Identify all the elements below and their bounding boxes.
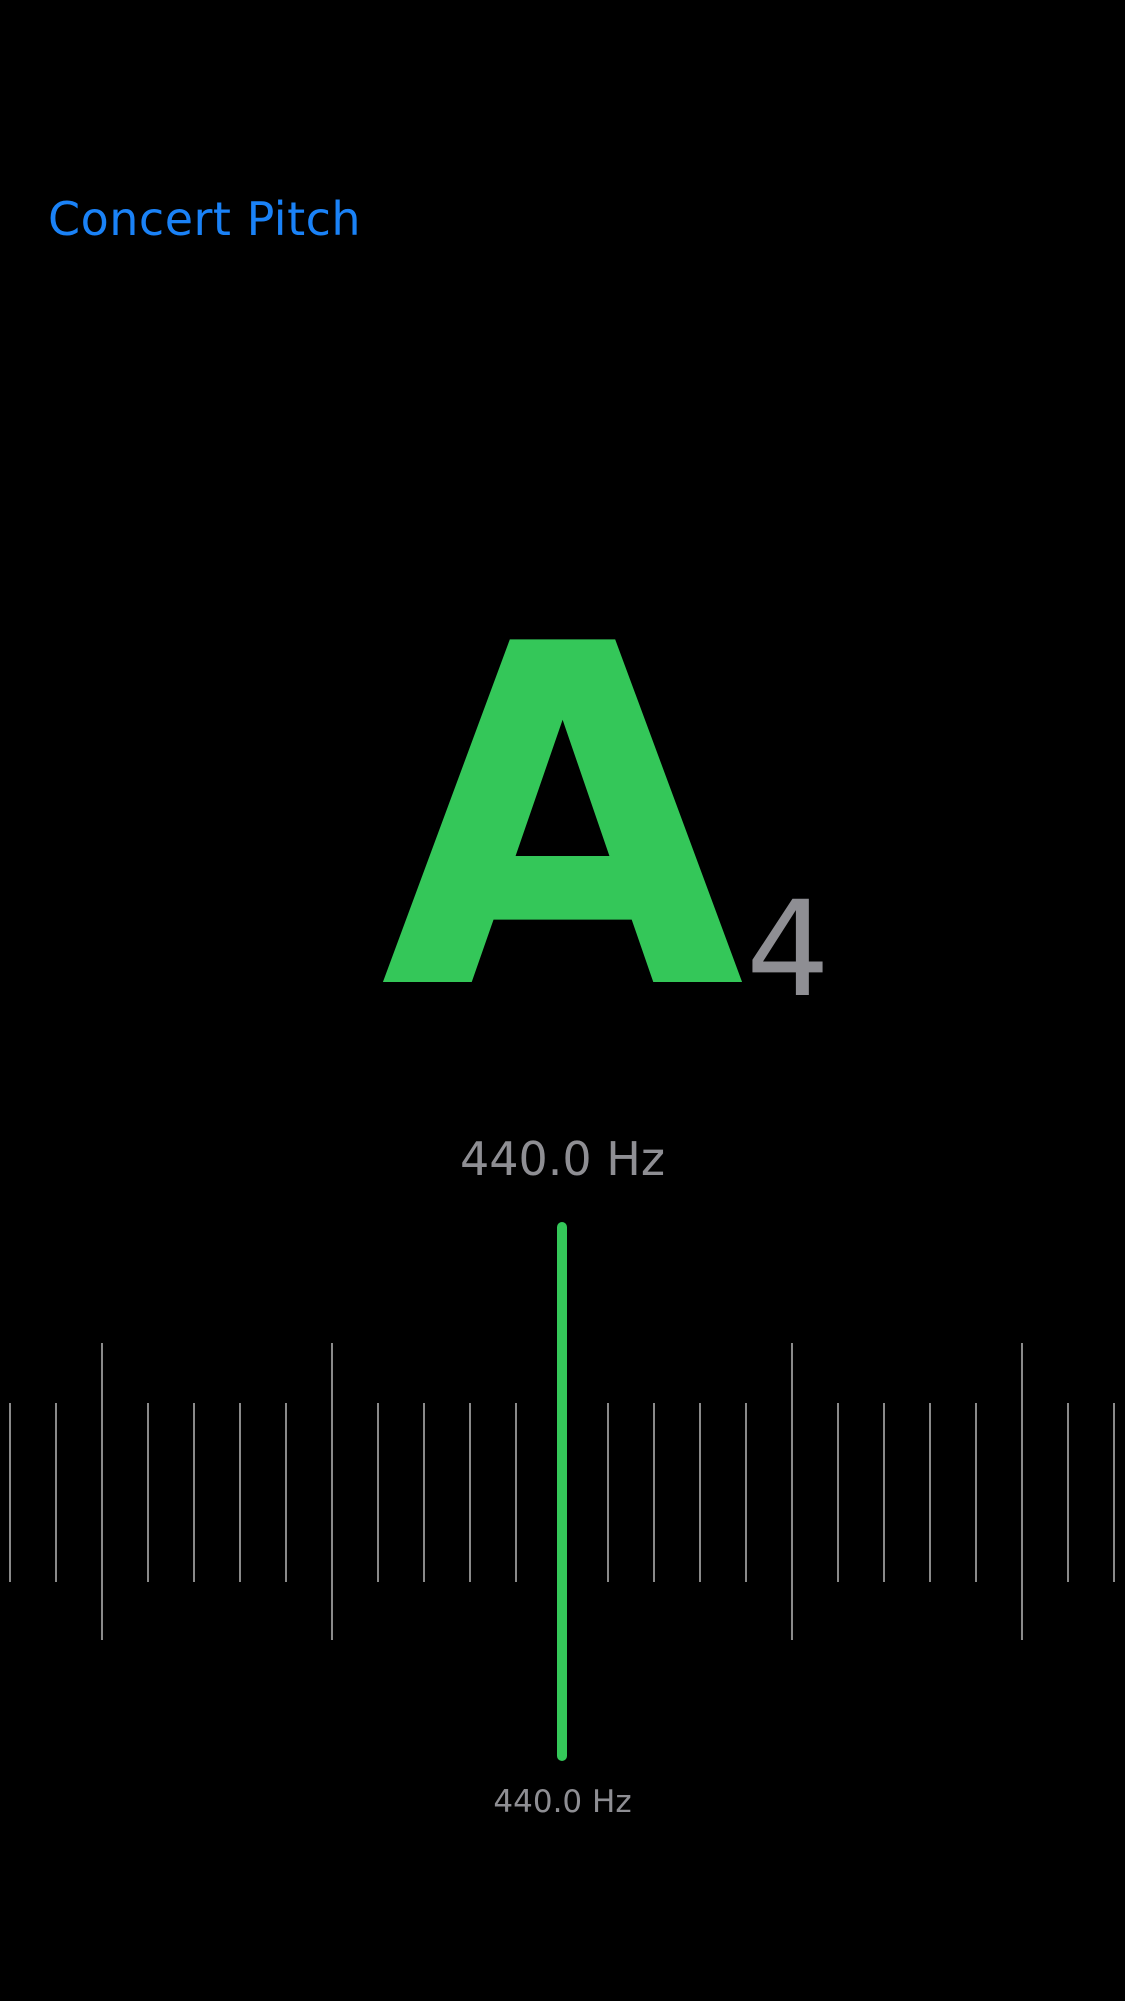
note-octave: 4 [746, 873, 830, 1027]
note-display: A 4 [0, 546, 1125, 1093]
target-frequency: 440.0 Hz [493, 1784, 632, 1820]
detected-frequency: 440.0 Hz [459, 1132, 666, 1186]
note-name: A [380, 546, 745, 1093]
concert-pitch-button[interactable]: Concert Pitch [48, 192, 362, 246]
tuning-meter [9, 1222, 1115, 1761]
